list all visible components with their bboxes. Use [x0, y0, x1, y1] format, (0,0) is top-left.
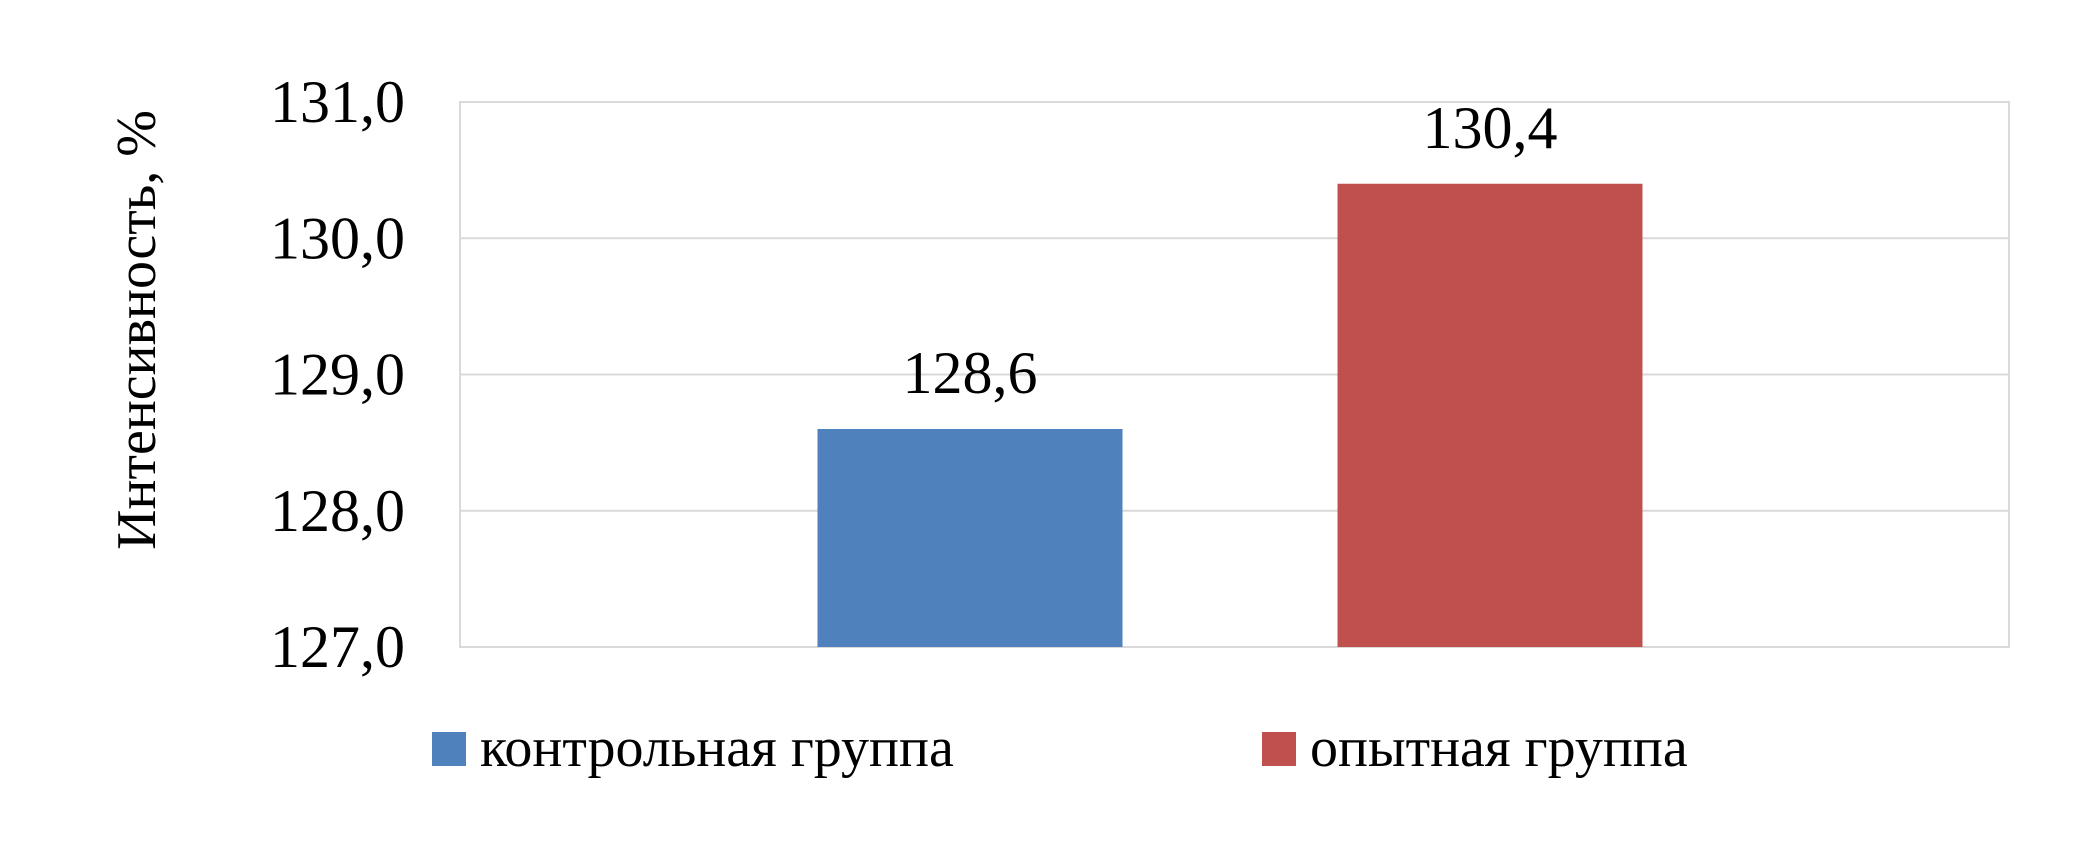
y-tick-label: 131,0 — [270, 69, 405, 135]
legend: контрольная группа опытная группа — [432, 717, 1688, 779]
data-label: 130,4 — [1423, 95, 1558, 161]
legend-item: опытная группа — [1262, 717, 1688, 779]
bars — [817, 183, 1643, 647]
legend-item: контрольная группа — [432, 717, 954, 779]
legend-label: контрольная группа — [480, 717, 954, 779]
y-tick-label: 130,0 — [270, 205, 405, 271]
y-tick-label: 127,0 — [270, 614, 405, 680]
y-axis-title: Интенсивность, % — [106, 110, 168, 550]
data-labels: 128,6 130,4 — [903, 95, 1558, 406]
bar-experimental-group — [1337, 183, 1643, 647]
y-tick-label: 129,0 — [270, 342, 405, 408]
grid-lines — [460, 101, 2009, 648]
y-axis-ticks: 127,0 128,0 129,0 130,0 131,0 — [270, 69, 405, 680]
legend-label: опытная группа — [1310, 717, 1688, 779]
y-tick-label: 128,0 — [270, 478, 405, 544]
bar-control-group — [817, 429, 1123, 647]
legend-swatch — [432, 732, 466, 766]
plot-area-border — [459, 101, 2010, 648]
legend-swatch — [1262, 732, 1296, 766]
data-label: 128,6 — [903, 340, 1038, 406]
